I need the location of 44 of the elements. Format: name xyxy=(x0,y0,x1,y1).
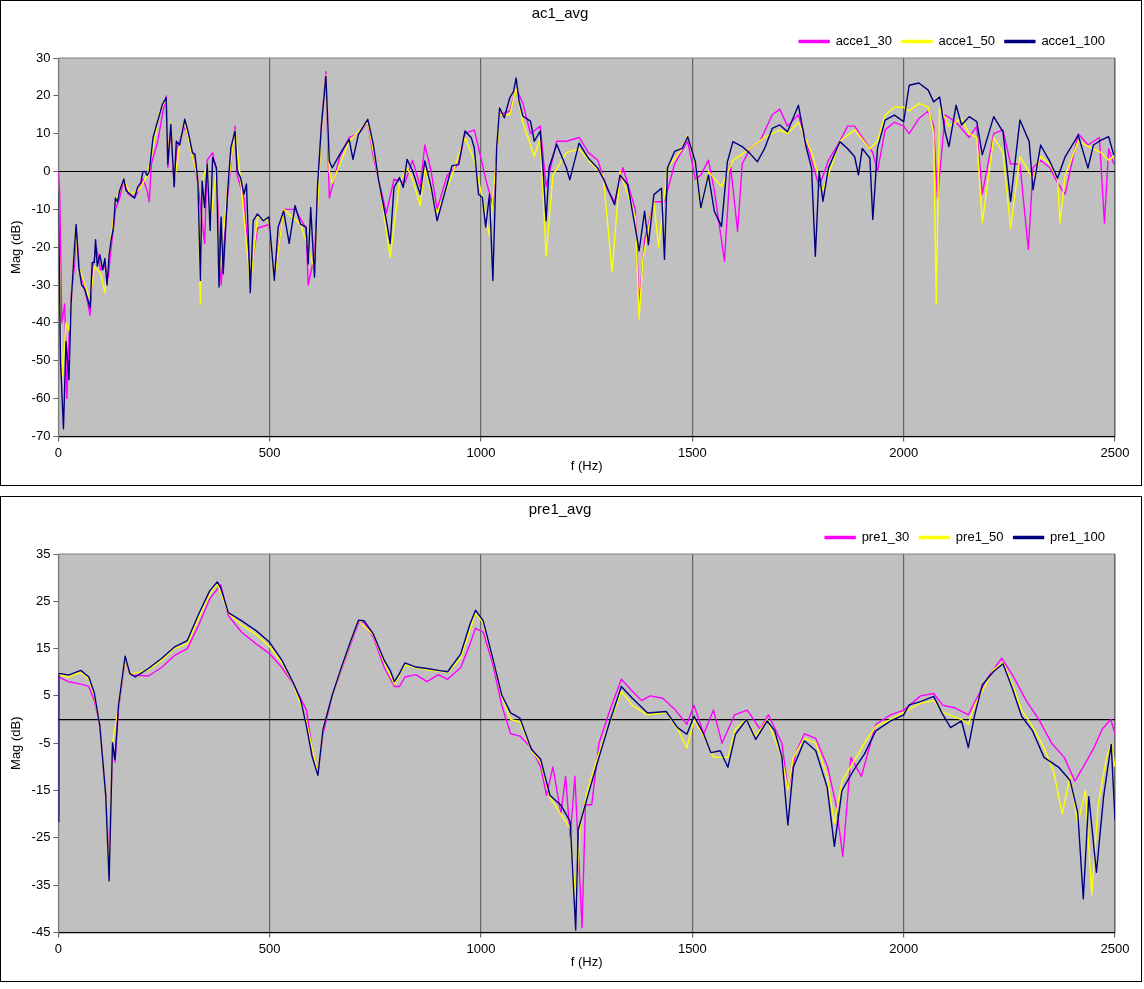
y-tick-label: 35 xyxy=(35,545,51,561)
x-tick-label: 0 xyxy=(54,940,63,956)
y-axis-title: Mag (dB) xyxy=(8,220,24,274)
y-tick-label: 0 xyxy=(43,163,51,179)
y-tick-label: -35 xyxy=(31,876,51,892)
x-axis-title: f (Hz) xyxy=(570,458,603,474)
y-tick-label: -5 xyxy=(38,734,51,750)
y-tick-label: 20 xyxy=(35,87,51,103)
y-tick-label: -45 xyxy=(31,923,51,939)
y-tick-label: -40 xyxy=(31,314,51,330)
y-tick-label: 5 xyxy=(43,687,51,703)
y-tick-label: -50 xyxy=(31,352,51,368)
x-tick-label: 1000 xyxy=(466,444,496,460)
legend-label: acce1_50 xyxy=(938,33,995,49)
x-tick-label: 2500 xyxy=(1100,444,1130,460)
y-tick-label: 15 xyxy=(35,640,51,656)
legend-label: pre1_30 xyxy=(861,529,910,545)
legend-label: pre1_100 xyxy=(1050,529,1106,545)
x-tick-label: 2000 xyxy=(889,940,919,956)
y-tick-label: -15 xyxy=(31,782,51,798)
x-tick-label: 2000 xyxy=(889,444,919,460)
y-tick-label: 30 xyxy=(35,49,51,65)
y-tick-label: -30 xyxy=(31,276,51,292)
chart-title: ac1_avg xyxy=(531,4,589,22)
x-tick-label: 1500 xyxy=(677,444,707,460)
x-tick-label: 1500 xyxy=(677,940,707,956)
y-tick-label: 25 xyxy=(35,592,51,608)
x-tick-label: 0 xyxy=(54,444,63,460)
chart-title: pre1_avg xyxy=(528,500,592,518)
y-tick-label: -60 xyxy=(31,390,51,406)
x-tick-label: 500 xyxy=(258,444,281,460)
x-tick-label: 2500 xyxy=(1100,940,1130,956)
y-tick-label: 10 xyxy=(35,125,51,141)
legend-label: acce1_30 xyxy=(835,33,893,49)
y-tick-label: -20 xyxy=(31,238,51,254)
y-axis-title: Mag (dB) xyxy=(8,716,24,770)
x-axis-title: f (Hz) xyxy=(570,954,603,970)
y-tick-label: -10 xyxy=(31,200,51,216)
legend-label: acce1_100 xyxy=(1041,33,1106,49)
x-tick-label: 1000 xyxy=(466,940,496,956)
x-tick-label: 500 xyxy=(258,940,281,956)
y-tick-label: -25 xyxy=(31,829,51,845)
legend-label: pre1_50 xyxy=(955,529,1004,545)
y-tick-label: -70 xyxy=(31,427,51,443)
